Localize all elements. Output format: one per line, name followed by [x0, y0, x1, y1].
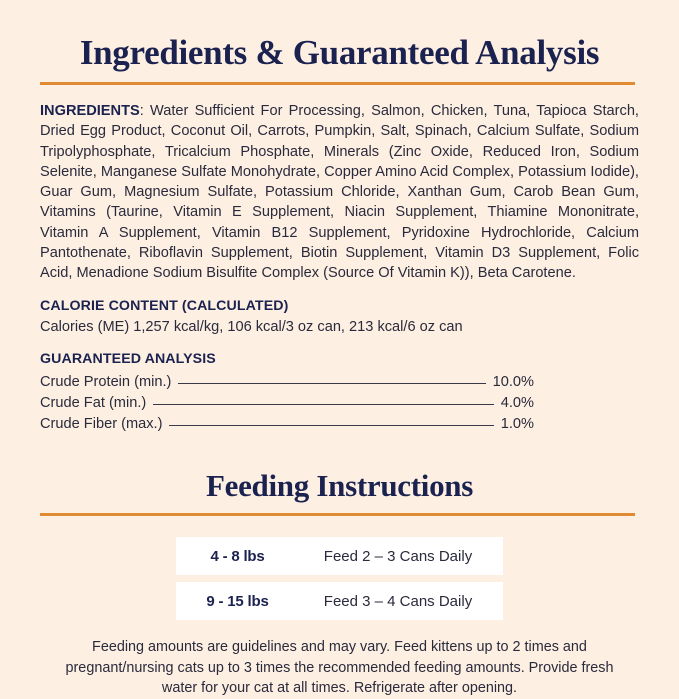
guaranteed-analysis-row: Crude Fat (min.) 4.0%: [40, 393, 534, 414]
feeding-title-divider: [40, 513, 635, 517]
nutrient-name: Crude Fiber (max.): [40, 416, 163, 433]
nutrient-value: 4.0%: [500, 395, 534, 412]
feeding-amount: Feed 3 – 4 Cans Daily: [323, 592, 473, 610]
title-divider: [40, 82, 635, 85]
weight-range: 4 - 8 lbs: [210, 547, 265, 565]
feeding-amount: Feed 2 – 3 Cans Daily: [323, 547, 473, 565]
guaranteed-analysis-heading: GUARANTEED ANALYSIS: [40, 351, 216, 368]
leader-line: [178, 383, 486, 385]
nutrient-value: 1.0%: [500, 416, 534, 433]
weight-range: 9 - 15 lbs: [206, 592, 269, 610]
guaranteed-analysis-list: Crude Protein (min.) 10.0% Crude Fat (mi…: [40, 372, 534, 435]
feeding-table: 4 - 8 lbs Feed 2 – 3 Cans Daily 9 - 15 l…: [176, 537, 503, 621]
ingredients-paragraph: INGREDIENTS: Water Sufficient For Proces…: [40, 101, 639, 284]
page-title: Ingredients & Guaranteed Analysis: [79, 33, 600, 72]
ingredients-label: INGREDIENTS: [40, 103, 140, 119]
guaranteed-analysis-row: Crude Fiber (max.) 1.0%: [40, 414, 534, 435]
ingredients-body: INGREDIENTS: Water Sufficient For Proces…: [0, 101, 679, 435]
leader-line: [153, 404, 494, 406]
ingredients-text: : Water Sufficient For Processing, Salmo…: [40, 103, 639, 282]
feeding-instructions-section: Feeding Instructions 4 - 8 lbs Feed 2 – …: [0, 460, 679, 699]
nutrient-name: Crude Protein (min.): [40, 374, 172, 391]
leader-line: [169, 425, 494, 427]
feeding-footnote: Feeding amounts are guidelines and may v…: [65, 639, 614, 697]
nutrition-label: Ingredients & Guaranteed Analysis INGRED…: [0, 33, 679, 696]
calorie-content-text: Calories (ME) 1,257 kcal/kg, 106 kcal/3 …: [40, 319, 463, 336]
nutrient-value: 10.0%: [492, 374, 534, 391]
nutrient-name: Crude Fat (min.): [40, 395, 147, 412]
table-row: 4 - 8 lbs Feed 2 – 3 Cans Daily: [176, 537, 503, 576]
table-row: 9 - 15 lbs Feed 3 – 4 Cans Daily: [176, 582, 503, 621]
guaranteed-analysis-row: Crude Protein (min.) 10.0%: [40, 372, 534, 393]
calorie-content-heading: CALORIE CONTENT (CALCULATED): [40, 298, 289, 315]
feeding-instructions-title: Feeding Instructions: [206, 468, 473, 504]
